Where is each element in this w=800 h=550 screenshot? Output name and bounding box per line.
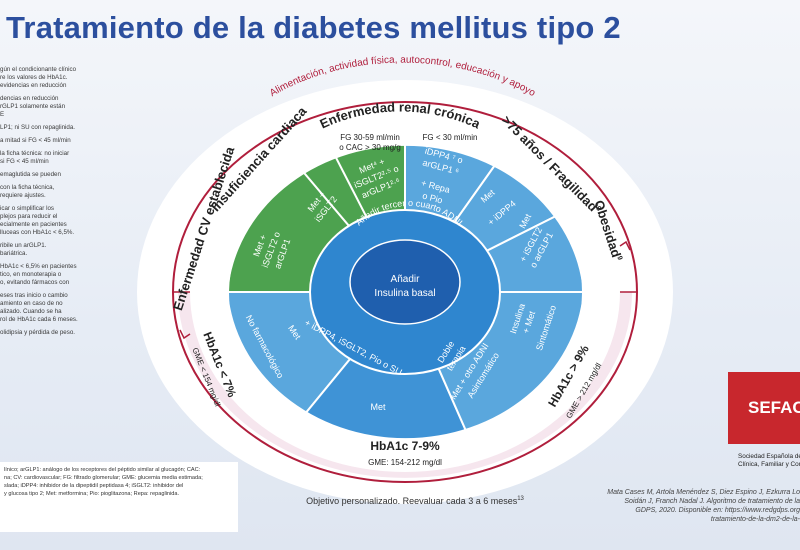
sefac-logo	[728, 372, 800, 444]
note: la ficha técnica: no iniciar si FG < 45 …	[0, 150, 70, 165]
abbrev-line: na; CV: cardiovascular; FG: filtrado glo…	[4, 475, 203, 481]
left-notes: gún el condicionante clínico re los valo…	[0, 66, 195, 456]
fragilidad-sup: 8	[594, 205, 602, 213]
abbrev-line: slada; iDPP4: inhibidor de la dipeptidil…	[4, 483, 184, 489]
page-title: Tratamiento de la diabetes mellitus tipo…	[6, 10, 621, 45]
note: dencias en reducción rGLP1 solamente est…	[0, 95, 66, 118]
fg1b-label: o CAC > 30 mg/g	[339, 143, 401, 152]
note: emaglutida se pueden	[0, 171, 61, 178]
citation-line: Mata Cases M, Artola Menéndez S, Diez Es…	[607, 489, 800, 496]
arrow-left-icon	[179, 329, 191, 340]
citation-line: tratamiento-de-la-dm2-de-la-	[710, 516, 800, 523]
objective-sup: 13	[517, 496, 524, 502]
abbrev-line: línico; arGLP1: análogo de los receptore…	[4, 467, 201, 473]
objective-label: Objetivo personalizado. Reevaluar cada 3…	[306, 496, 518, 506]
society-line: Clínica, Familiar y Cor	[738, 461, 800, 468]
center-line-1: Añadir	[391, 274, 421, 285]
hba1c-mid-gme: GME: 154-212 mg/dl	[368, 458, 442, 467]
center-core	[349, 239, 461, 325]
arrow-right-icon	[619, 240, 631, 251]
fg1-label: FG 30-59 ml/min	[340, 133, 400, 142]
citation-line: GDPS, 2020. Disponible en: https://www.r…	[635, 507, 800, 514]
center-line-2: Insulina basal	[374, 288, 435, 299]
note: eses tras inicio o cambio amiento en cas…	[0, 292, 78, 323]
ring-lower	[190, 292, 620, 472]
note: con la ficha técnica, requiere ajustes.	[0, 184, 55, 199]
note: gún el condicionante clínico re los valo…	[0, 66, 77, 89]
note: a mitad si FG < 45 ml/min	[0, 137, 71, 144]
abbreviations-box: línico; arGLP1: análogo de los receptore…	[0, 462, 238, 532]
note: LP1; ni SU con repaglinida.	[0, 124, 75, 131]
note: icar o simplificar los plejos para reduc…	[0, 205, 75, 236]
mid-met: Met	[370, 402, 386, 412]
fg2-label: FG < 30 ml/min	[423, 133, 478, 142]
note: ribile un arGLP1. bariátrica.	[0, 242, 47, 257]
citation: Mata Cases M, Artola Menéndez S, Diez Es…	[560, 488, 800, 524]
ring-upper	[190, 112, 620, 292]
society-name: Sociedad Española de Clínica, Familiar y…	[738, 453, 800, 469]
sefac-logo-text: SEFAC	[748, 398, 800, 417]
note: HbA1c < 6,5% en pacientes tico, en monot…	[0, 263, 77, 286]
society-line: Sociedad Española de	[738, 453, 800, 460]
obesidad-sup: 9	[615, 255, 623, 261]
objective-text: Objetivo personalizado. Reevaluar cada 3…	[300, 496, 530, 506]
citation-line: Soidán J, Franch Nadal J. Algoritmo de t…	[624, 498, 800, 505]
abbrev-line: y glucosa tipo 2; Met: metformina; Pio: …	[4, 491, 180, 497]
note: olidipsia y pérdida de peso.	[0, 329, 75, 336]
hba1c-mid-title: HbA1c 7-9%	[370, 439, 440, 453]
